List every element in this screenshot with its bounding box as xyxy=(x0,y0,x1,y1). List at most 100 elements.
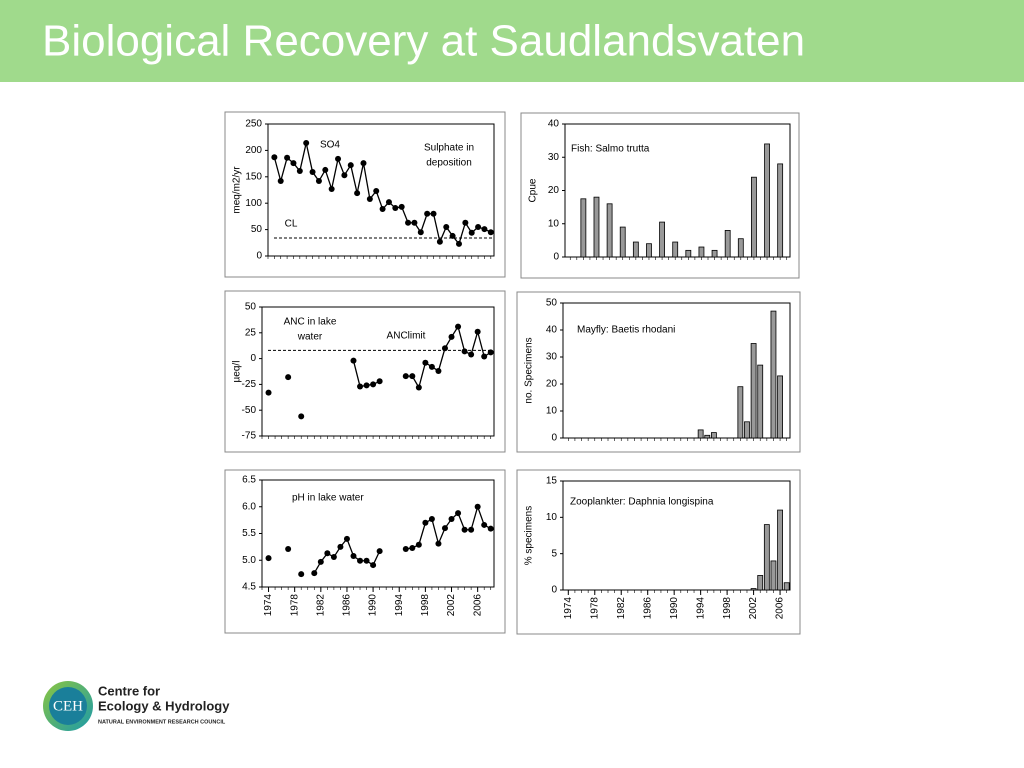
bar xyxy=(632,241,639,258)
y-tick-label: 10 xyxy=(548,218,560,229)
bar xyxy=(580,198,587,258)
y-tick-label: 0 xyxy=(256,251,262,262)
bar xyxy=(698,246,705,258)
data-point xyxy=(448,333,455,340)
y-tick-label: 20 xyxy=(548,185,560,196)
data-point xyxy=(455,510,462,517)
data-point xyxy=(409,373,416,380)
data-point xyxy=(322,166,329,173)
data-point xyxy=(343,535,350,542)
y-tick-label: 30 xyxy=(548,152,560,163)
data-point xyxy=(428,516,435,523)
bar xyxy=(710,432,717,439)
data-point xyxy=(376,378,383,385)
data-point xyxy=(311,570,318,577)
data-point xyxy=(315,178,322,185)
annotation: ANC in lake xyxy=(284,317,337,328)
data-point xyxy=(337,543,344,550)
x-tick-label: 1978 xyxy=(589,597,600,620)
x-tick-label: 2002 xyxy=(446,594,457,617)
y-tick-label: 250 xyxy=(245,119,262,130)
data-point xyxy=(347,162,354,169)
logo-name: Centre for xyxy=(98,683,160,698)
data-point xyxy=(422,519,429,526)
data-point xyxy=(468,229,475,236)
bar xyxy=(724,229,731,258)
y-axis-label: no. Specimens xyxy=(524,337,535,403)
data-point xyxy=(265,555,272,562)
y-tick-label: 10 xyxy=(546,406,558,417)
logo-mark: CEH xyxy=(53,698,83,714)
data-point xyxy=(376,548,383,555)
plot-area xyxy=(267,123,495,257)
data-point xyxy=(474,328,481,335)
data-point xyxy=(481,521,488,528)
data-point xyxy=(370,381,377,388)
data-point xyxy=(284,154,291,161)
bar xyxy=(783,582,790,591)
plot-area xyxy=(562,302,791,439)
bar xyxy=(750,343,757,439)
data-point xyxy=(309,169,316,176)
data-point xyxy=(417,229,424,236)
x-tick-label: 2006 xyxy=(775,597,786,620)
data-point xyxy=(303,140,310,147)
data-point xyxy=(461,526,468,533)
bar xyxy=(770,310,777,439)
x-tick-label: 1990 xyxy=(669,597,680,620)
plot-area xyxy=(261,306,495,437)
data-point xyxy=(328,185,335,192)
chart-frame xyxy=(224,469,506,634)
data-point xyxy=(271,154,278,161)
bar xyxy=(619,226,626,258)
data-point xyxy=(317,558,324,565)
data-point xyxy=(409,544,416,551)
bar xyxy=(751,176,757,258)
y-tick-label: 10 xyxy=(546,512,558,523)
bar xyxy=(697,429,704,439)
data-point xyxy=(436,238,443,245)
data-point xyxy=(363,557,370,564)
data-point xyxy=(468,526,475,533)
data-point xyxy=(285,546,292,553)
data-point xyxy=(324,550,331,557)
data-point xyxy=(487,349,494,356)
data-point xyxy=(357,557,364,564)
bar xyxy=(659,221,665,258)
annotation: pH in lake water xyxy=(292,493,364,504)
data-point xyxy=(392,204,399,211)
data-point xyxy=(441,345,448,352)
data-point xyxy=(430,210,437,217)
y-tick-label: 4.5 xyxy=(242,582,256,593)
header-band xyxy=(0,0,1024,82)
data-point xyxy=(341,172,348,179)
data-point xyxy=(435,540,442,547)
bar xyxy=(770,560,777,591)
data-point xyxy=(461,348,468,355)
y-tick-label: 30 xyxy=(546,352,558,363)
data-point xyxy=(415,384,422,391)
y-tick-label: 6.0 xyxy=(242,501,256,512)
data-point xyxy=(330,554,337,561)
x-tick-label: 1986 xyxy=(642,597,653,620)
data-point xyxy=(487,229,494,236)
reference-label: ANClimit xyxy=(387,331,426,342)
data-point xyxy=(422,359,429,366)
y-tick-label: 5.0 xyxy=(242,555,256,566)
data-point xyxy=(415,541,422,548)
data-point xyxy=(398,203,405,210)
bar xyxy=(777,375,783,439)
data-point xyxy=(385,199,392,206)
bar xyxy=(711,249,718,258)
data-point xyxy=(363,382,370,389)
bar xyxy=(777,509,783,591)
logo-council: NATURAL ENVIRONMENT RESEARCH COUNCIL xyxy=(98,719,226,725)
y-tick-label: 50 xyxy=(245,302,257,313)
y-tick-label: 0 xyxy=(551,433,557,444)
y-tick-label: 25 xyxy=(245,327,257,338)
data-point xyxy=(411,219,418,226)
data-point xyxy=(475,223,482,230)
data-point xyxy=(448,516,455,523)
chart-frame xyxy=(224,290,506,453)
